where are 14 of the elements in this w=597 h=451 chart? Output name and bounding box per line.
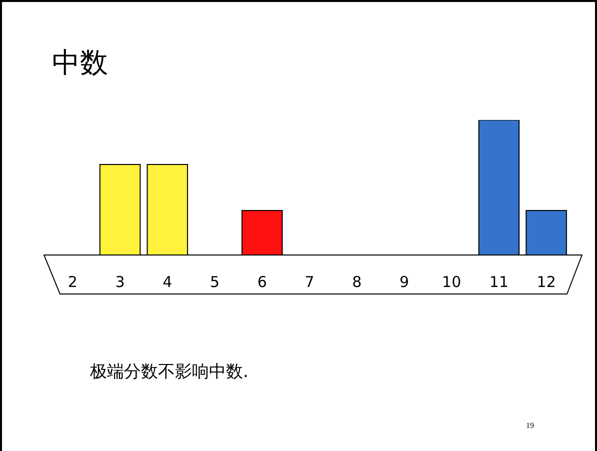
x-tick-label: 8 (352, 273, 362, 291)
x-tick-label: 5 (210, 273, 220, 291)
text: 19 (526, 421, 534, 430)
x-tick-label: 11 (489, 273, 508, 291)
x-tick-label: 7 (304, 273, 314, 291)
chart-title: 中数 (52, 46, 108, 79)
x-tick-label: 4 (162, 273, 172, 291)
x-tick-label: 2 (68, 273, 78, 291)
x-tick-label: 10 (442, 273, 462, 291)
x-tick-label: 12 (536, 273, 556, 291)
text: 极端分数不影响中数. (89, 362, 248, 382)
x-tick-label: 9 (399, 273, 410, 291)
x-tick-label: 6 (257, 273, 267, 291)
x-tick-label: 3 (115, 273, 125, 291)
